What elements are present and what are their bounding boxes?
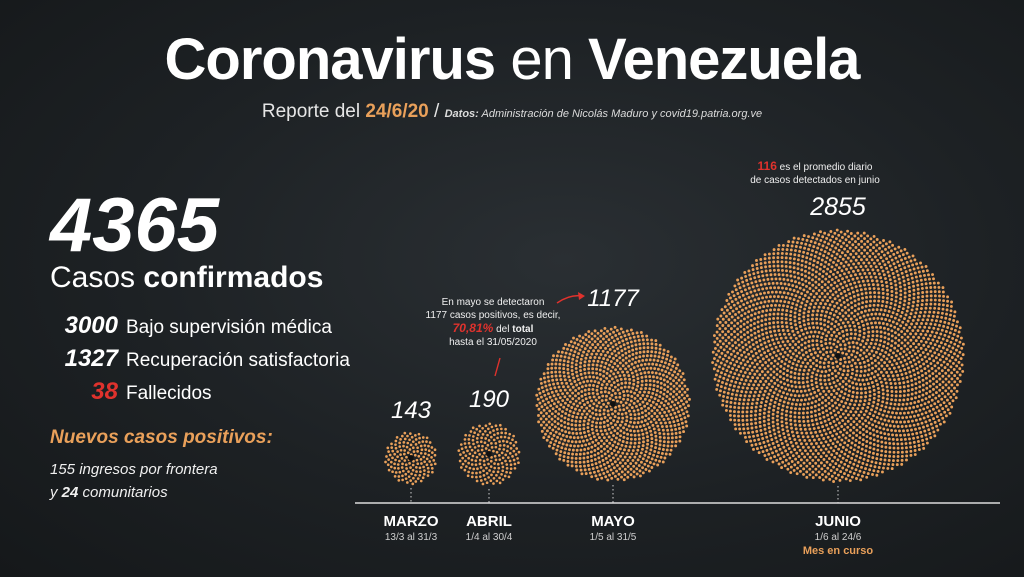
new-cases-prefix: y xyxy=(50,484,58,501)
bubble-dots xyxy=(384,431,437,486)
new-cases-community: y 24 comunitarios xyxy=(50,484,168,501)
bubble-marzo: 143 MARZO 13/3 al 31/3 xyxy=(384,397,439,543)
total-cases-label: Casos confirmados xyxy=(50,260,323,296)
month-range-label: 1/5 al 31/5 xyxy=(590,532,637,543)
current-month-label: Mes en curso xyxy=(803,545,874,557)
bubble-value-label: 1177 xyxy=(587,285,640,312)
stat-row-recovered: 1327 Recuperación satisfactoria xyxy=(40,345,350,377)
stat-label: Fallecidos xyxy=(126,383,212,404)
bubble-junio: 2855 JUNIO 1/6 al 24/6 xyxy=(711,193,965,543)
bubble-mayo: 1177 MAYO 1/5 al 31/5 xyxy=(535,285,691,543)
bubble-value-label: 190 xyxy=(469,386,510,413)
may-pct-suffix-a: del xyxy=(496,324,510,335)
new-cases-border: 155 ingresos por frontera xyxy=(50,461,218,478)
report-subtitle: Reporte del 24/6/20 / Datos: Administrac… xyxy=(0,101,1024,123)
new-cases-suffix: comunitarios xyxy=(82,484,168,501)
separator: / xyxy=(434,101,440,122)
stat-label: Recuperación satisfactoria xyxy=(126,350,350,371)
bubble-value-label: 143 xyxy=(391,397,432,424)
stat-row-deaths: 38 Fallecidos xyxy=(40,378,212,410)
stat-value: 38 xyxy=(91,378,118,405)
june-annotation: 116 es el promedio diario de casos detec… xyxy=(740,160,890,187)
stat-row-supervision: 3000 Bajo supervisión médica xyxy=(40,312,332,344)
new-cases-community-value: 24 xyxy=(61,484,79,501)
june-note-line-2: de casos detectados en junio xyxy=(750,175,880,186)
source-label: Datos: xyxy=(444,108,479,120)
source: Datos: Administración de Nicolás Maduro … xyxy=(445,108,763,120)
title-part-1: Coronavirus xyxy=(164,27,497,92)
total-cases: 4365 xyxy=(50,183,220,268)
april-pointer xyxy=(494,357,501,377)
report-prefix: Reporte del xyxy=(261,101,361,122)
june-note-line-1: 116 es el promedio diario xyxy=(740,160,890,174)
stat-label: Bajo supervisión médica xyxy=(126,317,332,338)
may-arrow-head xyxy=(578,292,585,300)
stat-value: 3000 xyxy=(64,312,118,339)
may-note-line-2: 1177 casos positivos, es decir, xyxy=(425,310,561,321)
bubble-value-label: 2855 xyxy=(809,193,866,221)
month-name-label: MAYO xyxy=(591,513,635,530)
bubble-dots xyxy=(711,228,965,483)
june-note-suffix: es el promedio diario xyxy=(779,162,873,173)
may-note-line-3: 70,81% del total xyxy=(418,322,568,336)
month-range-label: 13/3 al 31/3 xyxy=(385,532,438,543)
month-name-label: ABRIL xyxy=(466,513,512,530)
bubble-abril: 190 ABRIL 1/4 al 30/4 xyxy=(457,386,521,543)
total-label-a: Casos xyxy=(50,261,136,294)
total-label-b: confirmados xyxy=(143,261,324,294)
month-range-label: 1/4 al 30/4 xyxy=(466,532,513,543)
month-name-label: MARZO xyxy=(384,513,439,530)
bubble-center xyxy=(408,455,414,461)
report-date: 24/6/20 xyxy=(365,101,429,122)
page-title: Coronavirus en Venezuela xyxy=(0,28,1024,92)
bubble-dots xyxy=(535,325,691,482)
june-average: 116 xyxy=(757,159,777,173)
title-part-3: Venezuela xyxy=(587,27,860,92)
may-pct-suffix-b: total xyxy=(512,324,534,335)
may-note-line-1: En mayo se detectaron xyxy=(441,297,545,308)
bubble-center xyxy=(835,353,841,359)
bubble-center xyxy=(610,401,616,407)
new-cases-title: Nuevos casos positivos: xyxy=(50,427,273,448)
may-note-line-4: hasta el 31/05/2020 xyxy=(449,337,537,348)
title-part-2: en xyxy=(510,27,574,92)
may-annotation: En mayo se detectaron 1177 casos positiv… xyxy=(418,296,568,349)
stat-value: 1327 xyxy=(64,345,118,372)
month-range-label: 1/6 al 24/6 xyxy=(815,532,862,543)
source-text: Administración de Nicolás Maduro y covid… xyxy=(481,108,763,120)
month-name-label: JUNIO xyxy=(815,513,861,530)
bubble-dots xyxy=(457,422,521,486)
may-percentage: 70,81% xyxy=(452,321,494,335)
bubble-center xyxy=(486,451,492,457)
